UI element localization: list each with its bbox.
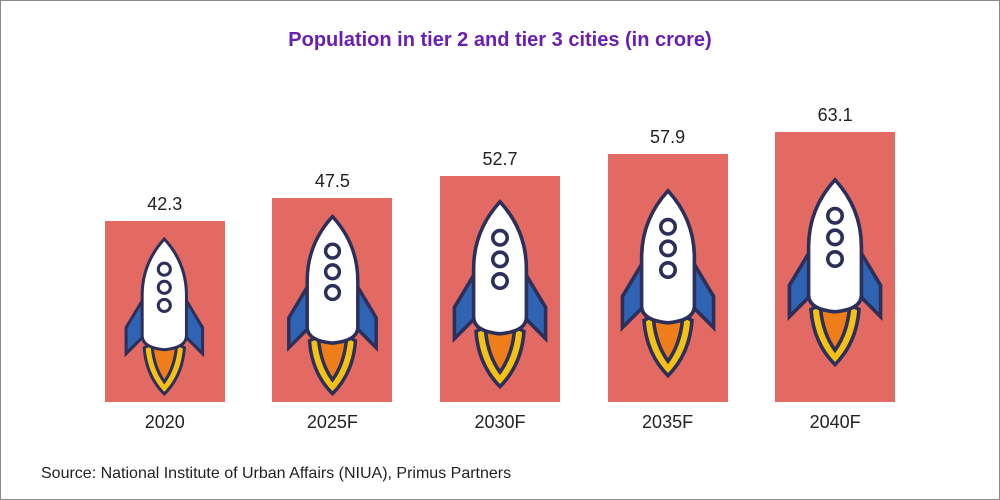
- category-label: 2020: [95, 412, 235, 433]
- fin-left: [790, 249, 812, 316]
- bar: [105, 221, 225, 402]
- fin-right: [859, 249, 881, 316]
- chart-frame: Population in tier 2 and tier 3 cities (…: [0, 0, 1000, 500]
- porthole-icon: [159, 281, 171, 293]
- porthole-icon: [660, 241, 674, 255]
- porthole-icon: [828, 252, 842, 266]
- fin-left: [127, 297, 145, 353]
- fin-right: [185, 297, 203, 353]
- rocket-wrap: [440, 190, 560, 396]
- category-label: 2040F: [765, 412, 905, 433]
- rocket-body: [641, 191, 694, 323]
- rocket-body: [809, 180, 862, 312]
- fin-left: [454, 271, 476, 338]
- rocket-body: [143, 239, 187, 350]
- fin-right: [524, 271, 546, 338]
- category-labels-row: 2020 2025F 2030F 2035F 2040F: [81, 412, 919, 433]
- bar-column: 52.7: [430, 149, 570, 402]
- bar-value-label: 47.5: [315, 171, 350, 192]
- flame-outer: [476, 324, 524, 386]
- porthole-icon: [828, 230, 842, 244]
- rocket-icon: [275, 212, 390, 396]
- rocket-wrap: [775, 146, 895, 396]
- rocket-icon: [775, 146, 895, 396]
- flame-inner: [653, 316, 682, 362]
- source-line: Source: National Institute of Urban Affa…: [41, 465, 511, 483]
- bar-value-label: 57.9: [650, 127, 685, 148]
- bar-column: 57.9: [598, 127, 738, 402]
- bar: [608, 154, 728, 402]
- fin-right: [355, 283, 376, 347]
- rocket-icon: [114, 235, 215, 396]
- porthole-icon: [660, 263, 674, 277]
- bar-value-label: 52.7: [482, 149, 517, 170]
- chart-title: Population in tier 2 and tier 3 cities (…: [41, 29, 959, 52]
- porthole-icon: [493, 274, 507, 288]
- bar: [440, 176, 560, 402]
- flame-inner: [486, 327, 515, 373]
- flame-outer: [145, 342, 185, 394]
- bar-column: 63.1: [765, 105, 905, 402]
- bar-column: 47.5: [262, 171, 402, 402]
- porthole-icon: [325, 265, 339, 279]
- porthole-icon: [493, 252, 507, 266]
- porthole-icon: [325, 286, 339, 300]
- rocket-icon: [608, 168, 728, 396]
- fin-left: [622, 260, 644, 327]
- bar: [272, 198, 392, 402]
- flame-inner: [319, 336, 347, 380]
- category-label: 2025F: [262, 412, 402, 433]
- category-label: 2035F: [598, 412, 738, 433]
- flame-outer: [811, 302, 859, 364]
- bar-value-label: 42.3: [147, 194, 182, 215]
- rocket-body: [474, 202, 527, 334]
- flame-inner: [153, 344, 177, 382]
- fin-left: [289, 283, 310, 347]
- flame-outer: [644, 313, 692, 375]
- category-label: 2030F: [430, 412, 570, 433]
- rocket-wrap: [105, 235, 225, 396]
- bar-value-label: 63.1: [818, 105, 853, 126]
- bar-column: 42.3: [95, 194, 235, 402]
- bars-row: 42.3 47.5 52.7 57.9 63.1: [81, 72, 919, 402]
- bar: [775, 132, 895, 402]
- flame-outer: [309, 334, 355, 394]
- rocket-wrap: [272, 212, 392, 396]
- porthole-icon: [828, 209, 842, 223]
- porthole-icon: [325, 244, 339, 258]
- flame-inner: [821, 305, 850, 351]
- porthole-icon: [159, 299, 171, 311]
- rocket-body: [307, 217, 358, 344]
- chart-plot-area: 42.3 47.5 52.7 57.9 63.1: [81, 72, 919, 402]
- porthole-icon: [660, 220, 674, 234]
- fin-right: [692, 260, 714, 327]
- rocket-icon: [440, 190, 560, 396]
- rocket-wrap: [608, 168, 728, 396]
- porthole-icon: [159, 263, 171, 275]
- porthole-icon: [493, 231, 507, 245]
